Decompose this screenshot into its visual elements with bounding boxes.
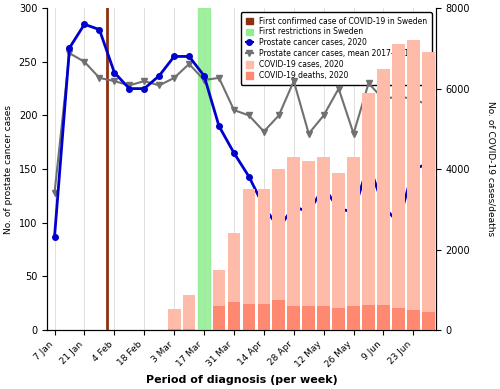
Bar [302,161,315,330]
Bar [362,93,375,330]
Bar [392,308,405,330]
Bar [377,305,390,330]
Y-axis label: No. of prostate cancer cases: No. of prostate cancer cases [4,105,13,233]
Bar [422,312,434,330]
Bar [332,173,345,330]
X-axis label: Period of diagnosis (per week): Period of diagnosis (per week) [146,375,338,385]
Bar [242,189,256,330]
Bar [288,306,300,330]
Bar [407,40,420,330]
Bar [407,310,420,330]
Bar [228,233,240,330]
Bar [422,53,434,330]
Bar [377,68,390,330]
Bar [168,329,180,330]
Bar [258,189,270,330]
Bar [258,304,270,330]
Bar [168,309,180,330]
Bar [272,169,285,330]
Bar [302,306,315,330]
Bar [318,306,330,330]
Bar [332,308,345,330]
Bar [272,300,285,330]
Bar [242,304,256,330]
Bar [183,295,196,330]
Bar [288,157,300,330]
Bar [362,305,375,330]
Bar [347,306,360,330]
Bar [228,302,240,330]
Y-axis label: No. of COVID-19 cases/deaths: No. of COVID-19 cases/deaths [487,102,496,237]
Bar [183,329,196,330]
Bar [318,157,330,330]
Bar [198,8,210,330]
Bar [212,270,226,330]
Bar [212,306,226,330]
Bar [392,44,405,330]
Bar [347,157,360,330]
Legend: First confirmed case of COVID-19 in Sweden, First restrictions in Sweden, Prosta: First confirmed case of COVID-19 in Swed… [241,12,432,85]
